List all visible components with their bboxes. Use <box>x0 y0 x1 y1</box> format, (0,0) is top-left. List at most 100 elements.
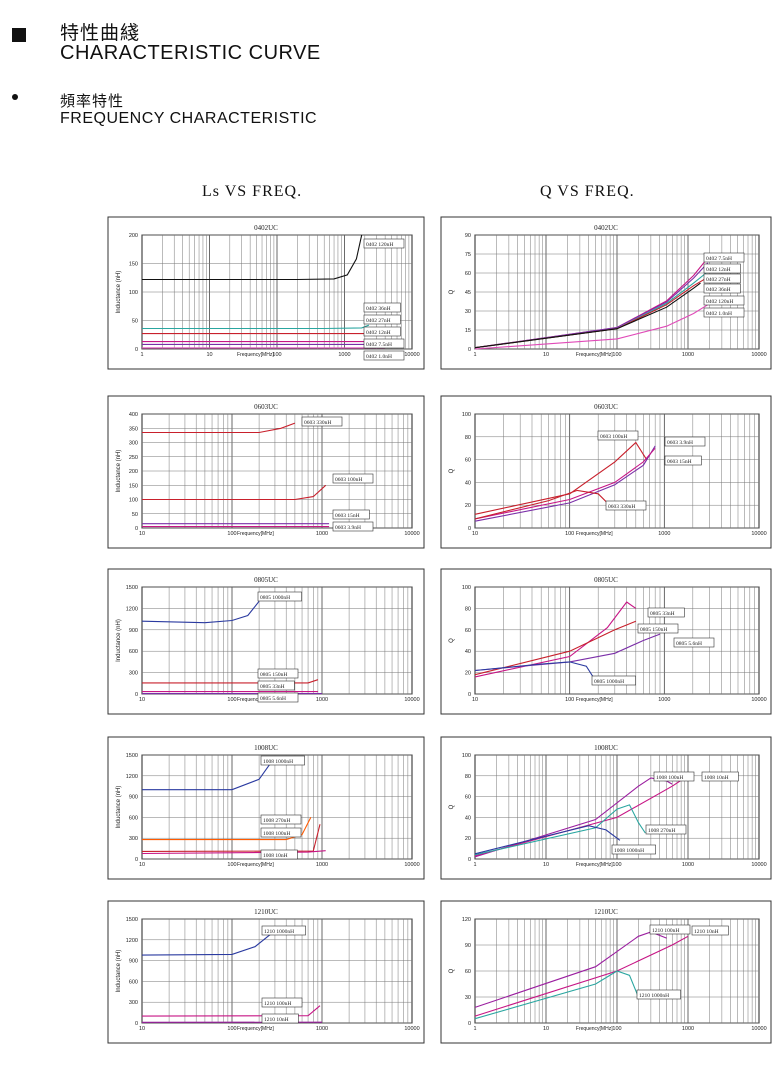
series-callout-label: 0402 7.5nH <box>366 342 392 348</box>
series-callout-box <box>605 500 647 511</box>
y-tick-label: 0 <box>468 857 471 863</box>
x-axis-label: Frequency[MHz] <box>576 862 613 868</box>
series-callout-box <box>363 326 401 337</box>
chart-title: 0603UC <box>254 403 278 411</box>
x-tick-label: 100 <box>612 352 621 358</box>
y-tick-label: 150 <box>129 483 138 489</box>
x-tick-label: 10 <box>139 697 145 703</box>
y-tick-label: 900 <box>129 628 138 634</box>
y-tick-label: 40 <box>465 649 471 655</box>
series-callout-box <box>257 692 299 703</box>
y-tick-label: 80 <box>465 435 471 441</box>
y-axis-label: Q <box>449 804 455 809</box>
series-callout-box <box>257 680 295 691</box>
series-line <box>474 282 701 349</box>
series-line <box>474 262 709 349</box>
series-line <box>474 489 613 520</box>
series-callout-label: 1008 100nH <box>263 831 290 837</box>
series-callout-label: 0402 7.5nH <box>706 256 732 262</box>
y-tick-label: 90 <box>465 233 471 239</box>
x-tick-label: 100 <box>227 697 236 703</box>
y-tick-label: 300 <box>129 441 138 447</box>
y-tick-label: 1500 <box>126 753 138 759</box>
x-axis-label: Frequency[MHz] <box>237 352 274 358</box>
series-callout-box <box>649 924 691 935</box>
x-tick-label: 10 <box>472 697 478 703</box>
chart-ls-1210UC: 1210UC 0 300 600 900 1200 1500 10 100 1000 10000 Fr… <box>107 900 425 1044</box>
page-title-chinese: 特性曲綫 <box>60 22 141 44</box>
series-callout-label: 0805 5.6nH <box>676 641 702 647</box>
y-tick-label: 60 <box>465 458 471 464</box>
y-axis-label: Q <box>449 468 455 473</box>
y-tick-label: 40 <box>465 815 471 821</box>
y-tick-label: 0 <box>468 526 471 532</box>
series-callout-box <box>257 591 302 602</box>
chart-ls-0402UC: 0402UC 0 50 100 150 200 1 10 100 1000 10000 Frequen… <box>107 216 425 370</box>
x-tick-label: 100 <box>565 531 574 537</box>
x-tick-label: 1000 <box>316 531 328 537</box>
series-callout-label: 0402 36nH <box>706 287 731 293</box>
series-callout-box <box>703 283 741 294</box>
x-tick-label: 100 <box>227 531 236 537</box>
section-title: FREQUENCY CHARACTERISTIC <box>60 110 318 127</box>
x-tick-label: 100 <box>612 1026 621 1032</box>
series-callout-box <box>673 637 715 648</box>
series-callout-box <box>363 350 405 361</box>
x-tick-label: 10 <box>543 1026 549 1032</box>
series-callout-box <box>363 338 405 349</box>
y-axis-label: Q <box>449 638 455 643</box>
chart-ls-1008UC: 1008UC 0 300 600 900 1200 1500 10 100 1000 10000 Fr… <box>107 736 425 880</box>
x-axis-label: Frequency[MHz] <box>576 352 613 358</box>
y-axis-label: Inductance (nH) <box>116 786 122 829</box>
series-line <box>142 234 363 281</box>
y-tick-label: 0 <box>468 347 471 353</box>
y-tick-label: 600 <box>129 979 138 985</box>
x-tick-label: 100 <box>565 697 574 703</box>
chart-frame <box>440 568 772 715</box>
series-line <box>474 970 639 1020</box>
y-tick-label: 0 <box>135 857 138 863</box>
series-line <box>474 804 646 856</box>
series-line <box>474 304 709 350</box>
chart-frame <box>107 395 425 549</box>
series-callout-box <box>332 521 374 532</box>
x-axis-label: Frequency[MHz] <box>237 862 274 868</box>
series-callout-box <box>363 302 401 313</box>
y-tick-label: 1200 <box>126 774 138 780</box>
series-callout-label: 0603 3.9nH <box>335 525 361 531</box>
y-tick-label: 80 <box>465 774 471 780</box>
series-callout-box <box>703 295 745 306</box>
series-line <box>142 324 370 330</box>
y-tick-label: 1500 <box>126 917 138 923</box>
y-tick-label: 200 <box>129 469 138 475</box>
x-tick-label: 10000 <box>751 352 766 358</box>
y-tick-label: 0 <box>135 1021 138 1027</box>
series-line <box>474 825 621 855</box>
y-tick-label: 50 <box>132 512 138 518</box>
y-tick-label: 15 <box>465 328 471 334</box>
y-tick-label: 300 <box>129 1000 138 1006</box>
series-callout-label: 0805 150nH <box>640 627 667 633</box>
y-tick-label: 300 <box>129 671 138 677</box>
y-tick-label: 50 <box>132 319 138 325</box>
series-line <box>474 445 656 522</box>
series-callout-label: 0402 120nH <box>366 242 393 248</box>
y-tick-label: 45 <box>465 290 471 296</box>
y-tick-label: 200 <box>129 233 138 239</box>
series-callout-label: 0402 27nH <box>706 277 731 283</box>
series-line <box>474 601 637 678</box>
chart-q-1008UC: 1008UC 0 20 40 60 80 100 1 10 100 1000 10000 Frequen… <box>440 736 772 880</box>
y-axis-label: Q <box>449 289 455 294</box>
x-tick-label: 1 <box>473 862 476 868</box>
y-tick-label: 90 <box>465 943 471 949</box>
chart-title: 1210UC <box>254 908 278 916</box>
series-callout-label: 0402 27nH <box>366 318 391 324</box>
series-callout-box <box>260 827 302 838</box>
series-callout-box <box>664 436 706 447</box>
x-tick-label: 1 <box>473 352 476 358</box>
series-callout-box <box>363 238 405 249</box>
chart-title: 0603UC <box>594 403 618 411</box>
ls-column-title: Ls VS FREQ. <box>202 183 303 200</box>
y-axis-label: Q <box>449 968 455 973</box>
series-callout-label: 0402 1.0nH <box>366 354 392 360</box>
